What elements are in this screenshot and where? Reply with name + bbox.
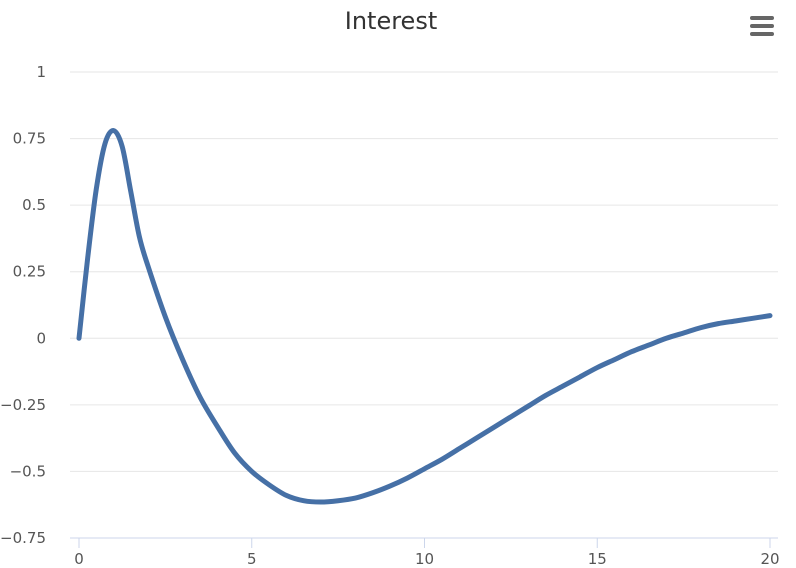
y-tick-label: −0.5 [10, 462, 46, 480]
x-tick-label: 20 [760, 550, 779, 568]
y-tick-label: 1 [36, 63, 46, 81]
x-axis-labels: 0 5 10 15 20 [74, 550, 779, 568]
y-axis-labels: 1 0.75 0.5 0.25 0 −0.25 −0.5 −0.75 [0, 63, 46, 547]
series-line[interactable] [76, 128, 773, 505]
x-axis [70, 537, 778, 548]
y-tick-label: 0 [36, 329, 46, 347]
y-tick-label: 0.25 [13, 263, 46, 281]
y-tick-label: 0.75 [13, 130, 46, 148]
hamburger-menu-icon[interactable] [746, 12, 778, 40]
y-tick-label: −0.75 [0, 529, 46, 547]
y-tick-label: 0.5 [22, 196, 46, 214]
x-tick-label: 15 [588, 550, 607, 568]
chart-title: Interest [345, 7, 437, 35]
x-tick-label: 0 [74, 550, 84, 568]
series-layer [76, 128, 773, 505]
grid-lines [70, 71, 778, 472]
x-tick-label: 5 [247, 550, 257, 568]
y-tick-label: −0.25 [0, 396, 46, 414]
x-tick-label: 10 [415, 550, 434, 568]
